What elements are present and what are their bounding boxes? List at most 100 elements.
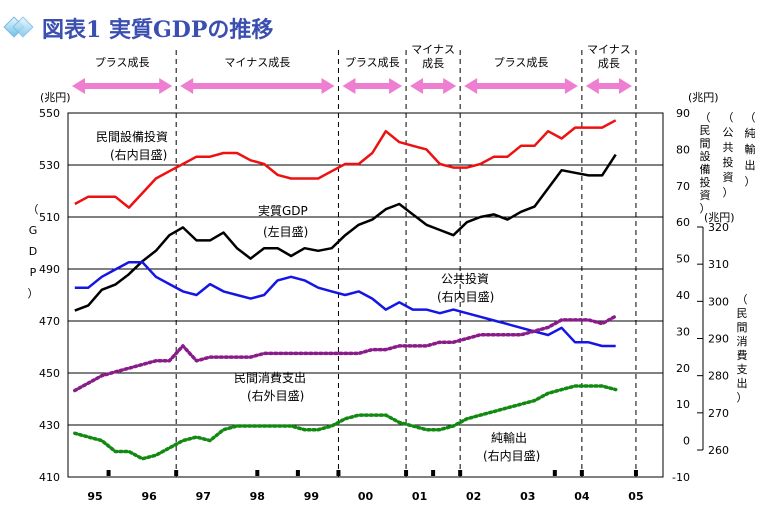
right-outer-tick-label: 260 bbox=[708, 444, 729, 457]
phase-marker bbox=[404, 470, 409, 476]
right-axis-title-net-exports-char: ） bbox=[745, 175, 756, 188]
annotation-net-exports-name: 純輸出 bbox=[491, 430, 527, 445]
right-outer-tick-label: 270 bbox=[708, 407, 729, 420]
phase-marker bbox=[458, 470, 463, 476]
phase-arrow-1: プラス成長 bbox=[72, 56, 173, 94]
x-tick-label: 00 bbox=[358, 490, 374, 503]
right-inner-tick-label: 50 bbox=[676, 253, 690, 266]
right-axis-title-public: （ 公共投資 ） bbox=[723, 111, 734, 199]
x-tick-label: 97 bbox=[196, 490, 211, 503]
x-tick-label: 03 bbox=[520, 490, 535, 503]
left-axis-title-char: P bbox=[30, 266, 37, 279]
phase-marker bbox=[336, 470, 341, 476]
series-line-5 bbox=[73, 384, 618, 461]
phase-arrow-right-head bbox=[564, 78, 578, 94]
left-axis-title: （ GDP ） bbox=[28, 203, 39, 300]
right-inner-tick-label: -10 bbox=[672, 471, 690, 484]
right-axis-title-public-char: （ bbox=[723, 111, 734, 124]
right-outer-tick-label: 300 bbox=[708, 295, 729, 308]
right-axis-title-net-exports-char: 輸 bbox=[745, 142, 756, 156]
annotation-net-exports-axis: (右内目盛) bbox=[483, 448, 540, 463]
phase-marker bbox=[552, 470, 557, 476]
plot-border bbox=[67, 112, 664, 478]
right-axis-title-net-exports-char: （ bbox=[745, 111, 756, 124]
right-outer-tick-label: 310 bbox=[708, 258, 729, 271]
phase-arrow-right-head bbox=[618, 78, 632, 94]
right-outer-tick-label: 290 bbox=[708, 333, 729, 346]
right-inner-tick-label: 0 bbox=[683, 435, 690, 448]
right-inner-tick-label: 30 bbox=[676, 325, 690, 338]
phase-label: プラス成長 bbox=[345, 56, 400, 69]
phase-label: マイナス bbox=[411, 43, 455, 56]
left-tick-label: 470 bbox=[39, 315, 60, 328]
phase-arrow-6: マイナス成長 bbox=[585, 43, 632, 94]
x-tick-label: 95 bbox=[87, 490, 102, 503]
chart-title: 図表1 実質GDPの推移 bbox=[42, 17, 273, 43]
x-tick-label: 05 bbox=[628, 490, 643, 503]
phase-marker bbox=[255, 470, 260, 476]
phase-arrow-right-head bbox=[159, 78, 173, 94]
left-tick-label: 510 bbox=[39, 211, 60, 224]
phase-label: プラス成長 bbox=[494, 56, 549, 69]
annotation-equipment-axis: (右内目盛) bbox=[110, 147, 167, 162]
series-line-4 bbox=[73, 314, 618, 393]
left-tick-label: 530 bbox=[39, 159, 60, 172]
left-axis-title-char: D bbox=[29, 245, 37, 258]
right-outer-axis-title-char: 消 bbox=[737, 334, 748, 348]
right-axis-title-public-char: 共 bbox=[723, 141, 734, 154]
phase-arrow-shaft bbox=[352, 83, 393, 89]
annotation-net-exports: 純輸出 (右内目盛) bbox=[483, 430, 540, 463]
right-inner-tick-label: 70 bbox=[676, 180, 690, 193]
left-tick-label: 430 bbox=[39, 419, 60, 432]
left-tick-label: 490 bbox=[39, 263, 60, 276]
right-axis-title-public-char: 資 bbox=[723, 171, 734, 184]
phase-label: 成長 bbox=[598, 57, 620, 70]
phase-arrow-shaft bbox=[82, 83, 163, 89]
right-outer-axis-title-char: （ bbox=[737, 293, 748, 306]
phase-arrow-3: プラス成長 bbox=[342, 56, 403, 94]
phase-arrow-left-head bbox=[342, 78, 356, 94]
right-axis-title-net-exports-char: 純 bbox=[745, 127, 756, 140]
series-line-3 bbox=[74, 260, 616, 348]
right-outer-axis-title-char: 民 bbox=[737, 307, 748, 320]
annotation-consumption: 民間消費支出 (右外目盛) bbox=[234, 370, 306, 403]
title-icon bbox=[3, 16, 34, 38]
phase-arrow-left-head bbox=[72, 78, 85, 94]
left-tick-label: 450 bbox=[39, 367, 60, 380]
phase-marker bbox=[633, 470, 638, 476]
x-tick-label: 96 bbox=[141, 490, 157, 503]
phase-arrow-left-head bbox=[180, 78, 194, 94]
right-outer-axis-title-char: 出 bbox=[737, 376, 748, 390]
right-axis-title-public-char: ） bbox=[723, 186, 734, 199]
annotation-gdp: 実質GDP (左目盛) bbox=[258, 203, 308, 239]
left-axis-title-char: ） bbox=[28, 287, 39, 300]
phase-arrow-shaft bbox=[595, 83, 622, 89]
left-axis-title-char: G bbox=[29, 224, 38, 237]
annotation-public-axis: (右内目盛) bbox=[437, 289, 494, 304]
phase-label: プラス成長 bbox=[95, 56, 150, 69]
x-tick-label: 02 bbox=[466, 490, 481, 503]
phase-arrow-shaft bbox=[190, 83, 325, 89]
x-tick-label: 04 bbox=[574, 490, 590, 503]
phase-arrow-5: プラス成長 bbox=[464, 56, 578, 94]
right-inner-tick-label: 90 bbox=[676, 107, 690, 120]
phase-marker bbox=[579, 470, 584, 476]
right-axis-title-equipment-char: 資 bbox=[700, 189, 711, 202]
phase-label: マイナス bbox=[587, 43, 631, 56]
right-axis-title-net-exports: （ 純輸出 ） bbox=[745, 111, 756, 188]
x-tick-label: 98 bbox=[250, 490, 265, 503]
right-inner-tick-label: 20 bbox=[676, 362, 690, 375]
annotation-equipment-name: 民間設備投資 bbox=[96, 129, 168, 144]
right-axis-title-equipment-char: 設 bbox=[700, 149, 711, 163]
right-axis-title-equipment-char: 間 bbox=[700, 137, 711, 150]
phase-marker bbox=[174, 470, 179, 476]
phase-label: マイナス成長 bbox=[224, 56, 290, 69]
phase-marker bbox=[431, 470, 436, 476]
phase-arrow-shaft bbox=[420, 83, 447, 89]
right-axis-title-net-exports-char: 出 bbox=[745, 158, 756, 172]
right-axis-title-equipment-char: 備 bbox=[700, 163, 711, 176]
annotation-gdp-axis: (左目盛) bbox=[263, 224, 308, 239]
right-inner-tick-label: 80 bbox=[676, 143, 690, 156]
